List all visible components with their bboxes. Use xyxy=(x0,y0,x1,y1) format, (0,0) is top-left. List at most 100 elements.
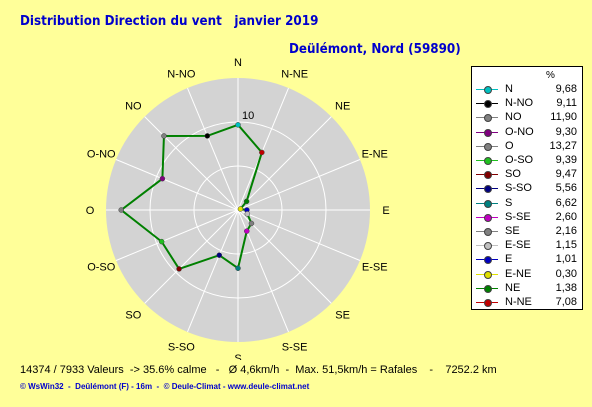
direction-label: O-NO xyxy=(87,148,116,160)
direction-label: N xyxy=(234,57,242,69)
legend-value: 0,30 xyxy=(555,267,577,280)
data-point xyxy=(259,149,265,156)
grid-spoke xyxy=(237,209,332,304)
legend-marker xyxy=(484,142,492,151)
legend-value: 5,56 xyxy=(555,182,577,195)
data-point xyxy=(243,198,250,205)
legend-item: N-NE 7,08 xyxy=(472,295,582,309)
direction-label: NE xyxy=(335,100,350,112)
legend-value: 1,38 xyxy=(555,281,577,294)
legend-label: S-SE xyxy=(505,210,531,223)
legend-value: 9,30 xyxy=(555,125,577,138)
legend-marker xyxy=(484,157,492,165)
legend-label: E-NE xyxy=(505,267,532,280)
legend-value: 2,16 xyxy=(555,225,577,237)
footer-credit: © WsWin32 - Deûlémont (F) - 16m - © Deul… xyxy=(20,382,310,391)
legend-marker xyxy=(484,213,492,222)
direction-label: S xyxy=(234,353,241,360)
legend-item: O 13,27 xyxy=(472,139,582,153)
legend-marker xyxy=(484,171,492,180)
legend-label: S xyxy=(505,196,513,209)
grid-spoke xyxy=(115,209,239,261)
legend-item: NE 1,38 xyxy=(472,281,582,295)
data-point xyxy=(235,265,241,272)
legend-header: % xyxy=(546,70,555,81)
grid-spoke xyxy=(115,159,239,211)
legend-item: N 9,68 xyxy=(472,82,582,96)
legend-marker xyxy=(484,185,492,194)
legend-value: 9,39 xyxy=(555,154,577,166)
legend-marker xyxy=(484,242,492,251)
legend-value: 2,60 xyxy=(555,210,577,223)
direction-label: O-SO xyxy=(87,262,116,274)
grid-spoke xyxy=(144,116,239,211)
legend-label: O xyxy=(505,139,514,152)
direction-label: NO xyxy=(125,100,142,112)
legend-label: NE xyxy=(505,281,521,294)
data-point xyxy=(161,133,167,139)
legend-item: S-SE 2,60 xyxy=(472,210,582,224)
legend-item: E-SE 1,15 xyxy=(472,238,582,252)
grid-spoke xyxy=(187,87,239,211)
direction-label: O xyxy=(86,205,95,217)
grid-spoke xyxy=(187,209,239,333)
legend-value: 6,62 xyxy=(555,196,577,209)
grid-spoke xyxy=(237,87,289,211)
grid-spoke xyxy=(237,116,332,211)
legend-item: O-NO 9,30 xyxy=(472,125,582,139)
legend-value: 9,47 xyxy=(555,168,577,181)
legend-item: N-NO 9,11 xyxy=(472,96,582,110)
direction-label: S-SO xyxy=(168,342,195,354)
legend-label: E xyxy=(505,253,513,266)
legend-value: 9,11 xyxy=(556,97,577,110)
legend-label: E-SE xyxy=(505,239,531,252)
data-point xyxy=(237,206,244,212)
direction-label: E-SE xyxy=(362,262,388,274)
data-point xyxy=(244,228,250,234)
legend-item: S 6,62 xyxy=(472,196,582,210)
data-point xyxy=(216,252,223,258)
grid-spoke xyxy=(237,209,361,261)
chart-subtitle: Deülémont, Nord (59890) xyxy=(289,42,461,57)
legend-marker xyxy=(484,86,492,94)
legend-label: S-SO xyxy=(505,182,532,195)
legend-item: SE 2,16 xyxy=(472,224,582,238)
data-point xyxy=(204,133,211,139)
legend-label: N-NE xyxy=(505,296,532,308)
legend-value: 7,08 xyxy=(555,296,577,308)
legend-label: N xyxy=(505,83,513,95)
legend-value: 1,15 xyxy=(555,239,577,252)
legend-label: SO xyxy=(505,168,521,181)
legend-value: 1,01 xyxy=(555,253,577,266)
direction-label: N-NE xyxy=(281,68,308,80)
legend-marker xyxy=(484,128,492,137)
legend-marker xyxy=(484,228,492,236)
legend-item: E-NE 0,30 xyxy=(472,267,582,281)
data-point xyxy=(158,238,165,245)
data-point xyxy=(159,175,166,182)
footer-stats: 14374 / 7933 Valeurs -> 35.6% calme - Ø … xyxy=(20,364,497,376)
legend-label: NO xyxy=(505,111,522,124)
grid-spoke xyxy=(144,209,239,304)
legend-value: 11,90 xyxy=(550,111,577,124)
legend-label: SE xyxy=(505,225,520,237)
legend-value: 9,68 xyxy=(555,83,577,95)
data-point xyxy=(176,266,182,272)
data-point xyxy=(118,207,124,213)
legend-item: SO 9,47 xyxy=(472,167,582,181)
legend-marker xyxy=(484,100,492,109)
legend-item: E 1,01 xyxy=(472,252,582,266)
legend-item: O-SO 9,39 xyxy=(472,153,582,167)
direction-label: SO xyxy=(125,310,141,322)
ring-label: 10 xyxy=(242,110,254,122)
wind-rose-chart: 10 N N-NE NE E-NE E E-SE SE S-SE S S-SO SO O-SO O O-NO… xyxy=(86,57,390,360)
legend-marker xyxy=(484,199,492,208)
legend: % N 9,68 N-NO 9,11 NO 11,90 O-NO 9,30 O 13,27 O-SO… xyxy=(471,66,583,310)
legend-label: N-NO xyxy=(505,97,534,110)
legend-item: S-SO 5,56 xyxy=(472,181,582,195)
legend-label: O-NO xyxy=(505,125,534,138)
legend-marker xyxy=(484,114,492,123)
legend-item: NO 11,90 xyxy=(472,110,582,124)
grid-spoke xyxy=(237,159,361,211)
legend-value: 13,27 xyxy=(549,139,577,152)
